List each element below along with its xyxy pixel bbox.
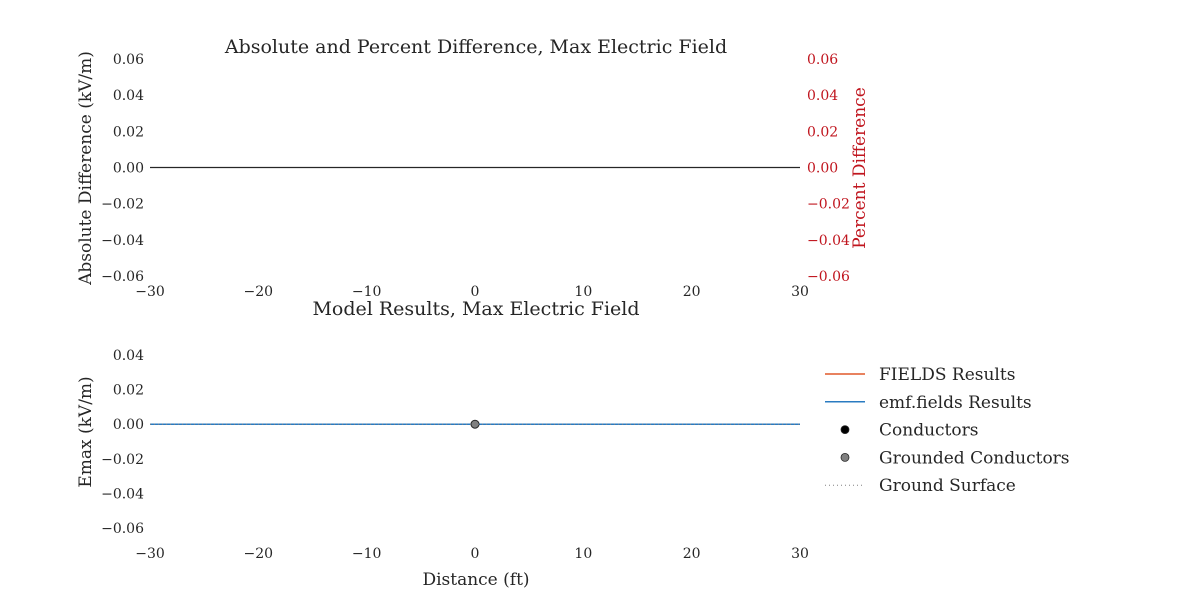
legend-label: Grounded Conductors bbox=[879, 448, 1070, 468]
top-y-ticks-right: 0.06 0.04 0.02 0.00 −0.02 −0.04 −0.06 bbox=[807, 52, 850, 285]
top-x-tick-label: −30 bbox=[135, 284, 165, 300]
top-y-ticks-left: 0.06 0.04 0.02 0.00 −0.02 −0.04 −0.06 bbox=[101, 52, 144, 285]
top-y-tick-label-right: −0.02 bbox=[807, 197, 850, 213]
bottom-x-ticks: −30 −20 −10 0 10 20 30 bbox=[135, 546, 809, 562]
bottom-x-tick-label: −10 bbox=[352, 546, 382, 562]
bottom-y-axis-label: Emax (kV/m) bbox=[76, 376, 96, 487]
top-y-tick-label-right: 0.02 bbox=[807, 124, 838, 140]
bottom-chart-title: Model Results, Max Electric Field bbox=[312, 298, 639, 320]
bottom-x-tick-label: −30 bbox=[135, 546, 165, 562]
top-y-tick-label-left: 0.02 bbox=[113, 124, 144, 140]
top-y-tick-label-right: 0.00 bbox=[807, 161, 838, 177]
top-y-axis-label-left: Absolute Difference (kV/m) bbox=[76, 51, 96, 286]
top-x-tick-label: 30 bbox=[791, 284, 809, 300]
top-x-tick-label: 10 bbox=[574, 284, 592, 300]
legend-label: Conductors bbox=[879, 421, 978, 441]
top-y-axis-label-right: Percent Difference bbox=[850, 87, 870, 249]
top-y-tick-label-right: −0.04 bbox=[807, 233, 850, 249]
legend: FIELDS Results emf.fields Results Conducto… bbox=[825, 365, 1070, 496]
bottom-series bbox=[150, 419, 800, 429]
top-y-tick-label-left: 0.00 bbox=[113, 161, 144, 177]
bottom-y-tick-label: −0.04 bbox=[101, 486, 144, 502]
bottom-y-ticks: 0.04 0.02 0.00 −0.02 −0.04 −0.06 bbox=[101, 348, 144, 537]
top-y-tick-label-left: −0.02 bbox=[101, 197, 144, 213]
top-panel: Absolute and Percent Difference, Max Ele… bbox=[76, 36, 870, 300]
bottom-x-tick-label: 0 bbox=[471, 546, 480, 562]
top-chart-title: Absolute and Percent Difference, Max Ele… bbox=[224, 36, 727, 58]
legend-swatch-marker bbox=[840, 452, 850, 462]
bottom-x-tick-label: 30 bbox=[791, 546, 809, 562]
top-y-tick-label-right: 0.04 bbox=[807, 88, 838, 104]
bottom-y-tick-label: −0.02 bbox=[101, 452, 144, 468]
legend-label: Ground Surface bbox=[879, 476, 1016, 496]
bottom-panel: Model Results, Max Electric Field −30 −20… bbox=[76, 298, 809, 590]
top-y-tick-label-right: 0.06 bbox=[807, 52, 838, 68]
top-x-ticks: −30 −20 −10 0 10 20 30 bbox=[135, 284, 809, 300]
top-y-tick-label-left: −0.04 bbox=[101, 233, 144, 249]
top-x-tick-label: −20 bbox=[244, 284, 274, 300]
bottom-x-tick-label: −20 bbox=[244, 546, 274, 562]
bottom-y-tick-label: 0.04 bbox=[113, 348, 144, 364]
bottom-y-tick-label: −0.06 bbox=[101, 521, 144, 537]
top-y-tick-label-left: 0.04 bbox=[113, 88, 144, 104]
legend-swatch-marker bbox=[840, 425, 850, 435]
bottom-y-tick-label: 0.02 bbox=[113, 383, 144, 399]
legend-label: FIELDS Results bbox=[879, 365, 1015, 385]
top-x-tick-label: 20 bbox=[683, 284, 701, 300]
top-x-tick-label: −10 bbox=[352, 284, 382, 300]
top-y-tick-label-left: −0.06 bbox=[101, 269, 144, 285]
legend-label: emf.fields Results bbox=[879, 393, 1032, 413]
bottom-x-tick-label: 10 bbox=[574, 546, 592, 562]
top-x-tick-label: 0 bbox=[471, 284, 480, 300]
bottom-y-tick-label: 0.00 bbox=[113, 417, 144, 433]
bottom-x-tick-label: 20 bbox=[683, 546, 701, 562]
bottom-x-axis-label: Distance (ft) bbox=[422, 570, 529, 590]
top-y-tick-label-left: 0.06 bbox=[113, 52, 144, 68]
top-y-tick-label-right: −0.06 bbox=[807, 269, 850, 285]
